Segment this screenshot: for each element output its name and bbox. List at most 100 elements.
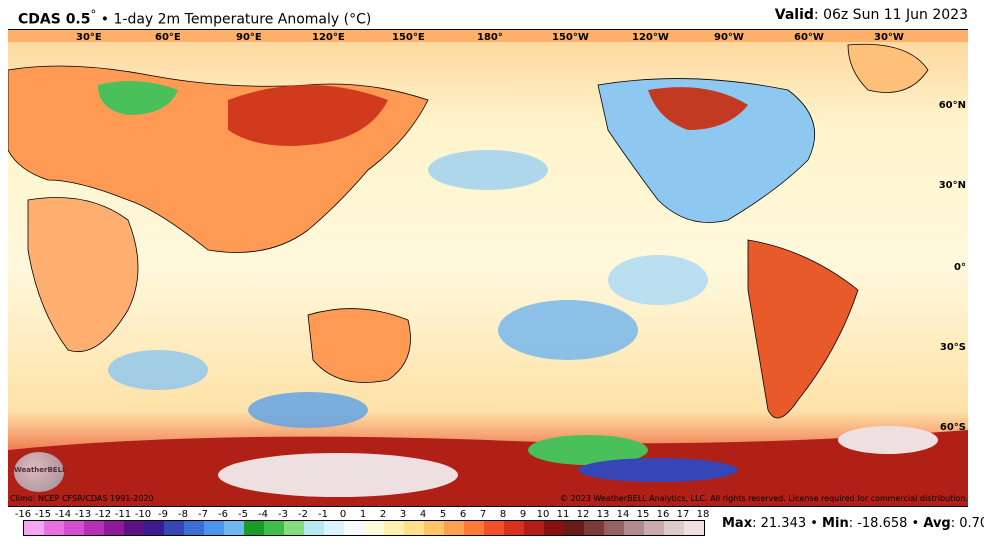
colorbar-tick-label: 4 bbox=[419, 509, 427, 520]
colorbar-tick-label: -9 bbox=[158, 509, 168, 520]
colorbar-tick-label: 16 bbox=[656, 509, 670, 520]
anomaly-map[interactable] bbox=[8, 30, 968, 507]
lon-label: 90°W bbox=[714, 32, 744, 43]
colorbar-tick-label: 1 bbox=[359, 509, 367, 520]
logo-text: WeatherBELL bbox=[14, 466, 67, 474]
valid-time: Valid: 06z Sun 11 Jun 2023 bbox=[775, 7, 968, 23]
max-label: Max bbox=[722, 516, 753, 531]
colorbar-segment bbox=[424, 521, 444, 535]
colorbar-tick-label: 14 bbox=[616, 509, 630, 520]
colorbar-tick-label: 12 bbox=[576, 509, 590, 520]
colorbar-tick-label: 18 bbox=[696, 509, 710, 520]
lat-label: 60°N bbox=[938, 100, 966, 111]
antarctic-warm-core bbox=[218, 453, 458, 497]
colorbar-segment bbox=[524, 521, 544, 535]
colorbar-segment bbox=[324, 521, 344, 535]
lat-label: 60°S bbox=[939, 422, 966, 433]
lon-label: 120°E bbox=[312, 32, 345, 43]
colorbar-segment bbox=[24, 521, 44, 535]
siberia-red bbox=[228, 85, 388, 146]
colorbar-segment bbox=[504, 521, 524, 535]
colorbar-tick-label: 13 bbox=[596, 509, 610, 520]
longitude-labels: 30°E 60°E 90°E 120°E 150°E 180° 150°W 12… bbox=[0, 32, 984, 46]
colorbar-segment bbox=[564, 521, 584, 535]
colorbar-tick-label: -10 bbox=[134, 509, 152, 520]
colorbar-tick-label: 15 bbox=[636, 509, 650, 520]
colorbar-tick-label: -2 bbox=[298, 509, 308, 520]
separator: • bbox=[806, 516, 823, 531]
lon-label: 150°W bbox=[552, 32, 589, 43]
lon-label: 60°E bbox=[155, 32, 181, 43]
colorbar-segment bbox=[84, 521, 104, 535]
colorbar-tick-label: 5 bbox=[439, 509, 447, 520]
colorbar-segment bbox=[204, 521, 224, 535]
colorbar-tick-label: -8 bbox=[178, 509, 188, 520]
colorbar-tick-label: -6 bbox=[218, 509, 228, 520]
colorbar-segment bbox=[624, 521, 644, 535]
colorbar-tick-label: -16 bbox=[14, 509, 32, 520]
min-value: : -18.658 bbox=[848, 516, 908, 531]
colorbar-tick-label: -14 bbox=[54, 509, 72, 520]
colorbar-segment bbox=[344, 521, 364, 535]
colorbar-segment bbox=[64, 521, 84, 535]
title-text: • 1-day 2m Temperature Anomaly (°C) bbox=[100, 11, 372, 28]
map-svg bbox=[8, 30, 968, 506]
colorbar-segment bbox=[604, 521, 624, 535]
colorbar-tick-label: 10 bbox=[536, 509, 550, 520]
min-label: Min bbox=[822, 516, 849, 531]
colorbar-segment bbox=[664, 521, 684, 535]
australia-land bbox=[307, 308, 411, 383]
colorbar-segment bbox=[684, 521, 704, 535]
lon-label: 90°E bbox=[236, 32, 262, 43]
colorbar-segment bbox=[464, 521, 484, 535]
lat-label: 30°S bbox=[939, 342, 966, 353]
weatherbell-logo: WeatherBELL bbox=[14, 452, 67, 492]
africa-land bbox=[27, 197, 139, 352]
valid-label: Valid bbox=[774, 7, 814, 23]
antarctic-warm-core bbox=[838, 426, 938, 454]
stats: Max: 21.343 • Min: -18.658 • Avg: 0.705 bbox=[722, 516, 984, 531]
colorbar-segment bbox=[104, 521, 124, 535]
colorbar-segment bbox=[164, 521, 184, 535]
divider bbox=[8, 29, 968, 30]
arctic-warm-band bbox=[8, 30, 968, 42]
colorbar-segment bbox=[444, 521, 464, 535]
colorbar-ticks: -16 -15 -14 -13 -12 -11 -10 -9 -8 -7 -6 -5 -4 -3 -2 -1 0… bbox=[15, 509, 710, 520]
colorbar-segment bbox=[264, 521, 284, 535]
colorbar-segment bbox=[544, 521, 564, 535]
valid-value: : 06z Sun 11 Jun 2023 bbox=[813, 7, 968, 23]
colorbar-segment bbox=[184, 521, 204, 535]
climo-note: Climo: NCEP CFSR/CDAS 1991-2020 bbox=[10, 494, 154, 503]
header-bar: CDAS 0.5° • 1-day 2m Temperature Anomaly… bbox=[0, 0, 984, 30]
europe-green bbox=[98, 81, 178, 115]
colorbar-tick-label: 2 bbox=[379, 509, 387, 520]
colorbar-tick-label: 0 bbox=[339, 509, 347, 520]
colorbar-tick-label: -5 bbox=[238, 509, 248, 520]
copyright-note: © 2023 WeatherBELL Analytics, LLC. All r… bbox=[560, 494, 968, 503]
cold-patch bbox=[498, 300, 638, 360]
cold-patch bbox=[428, 150, 548, 190]
colorbar-tick-label: 11 bbox=[556, 509, 570, 520]
canada-red bbox=[648, 87, 748, 130]
model-name: CDAS 0.5 bbox=[18, 11, 91, 28]
lat-label: 0° bbox=[954, 262, 966, 273]
colorbar-tick-label: -7 bbox=[198, 509, 208, 520]
colorbar-tick-label: 3 bbox=[399, 509, 407, 520]
cold-patch bbox=[248, 392, 368, 428]
north-america-land bbox=[597, 78, 815, 223]
colorbar-segment bbox=[484, 521, 504, 535]
cold-patch bbox=[608, 255, 708, 305]
colorbar-segment bbox=[244, 521, 264, 535]
lon-label: 150°E bbox=[392, 32, 425, 43]
colorbar-segment bbox=[144, 521, 164, 535]
colorbar-tick-label: -4 bbox=[258, 509, 268, 520]
separator: • bbox=[907, 516, 924, 531]
lon-label: 30°E bbox=[76, 32, 102, 43]
lon-label: 60°W bbox=[794, 32, 824, 43]
lon-label: 120°W bbox=[632, 32, 669, 43]
colorbar-segment bbox=[304, 521, 324, 535]
cold-patch bbox=[108, 350, 208, 390]
colorbar-tick-label: 8 bbox=[499, 509, 507, 520]
lon-label: 180° bbox=[477, 32, 503, 43]
colorbar-segment bbox=[224, 521, 244, 535]
